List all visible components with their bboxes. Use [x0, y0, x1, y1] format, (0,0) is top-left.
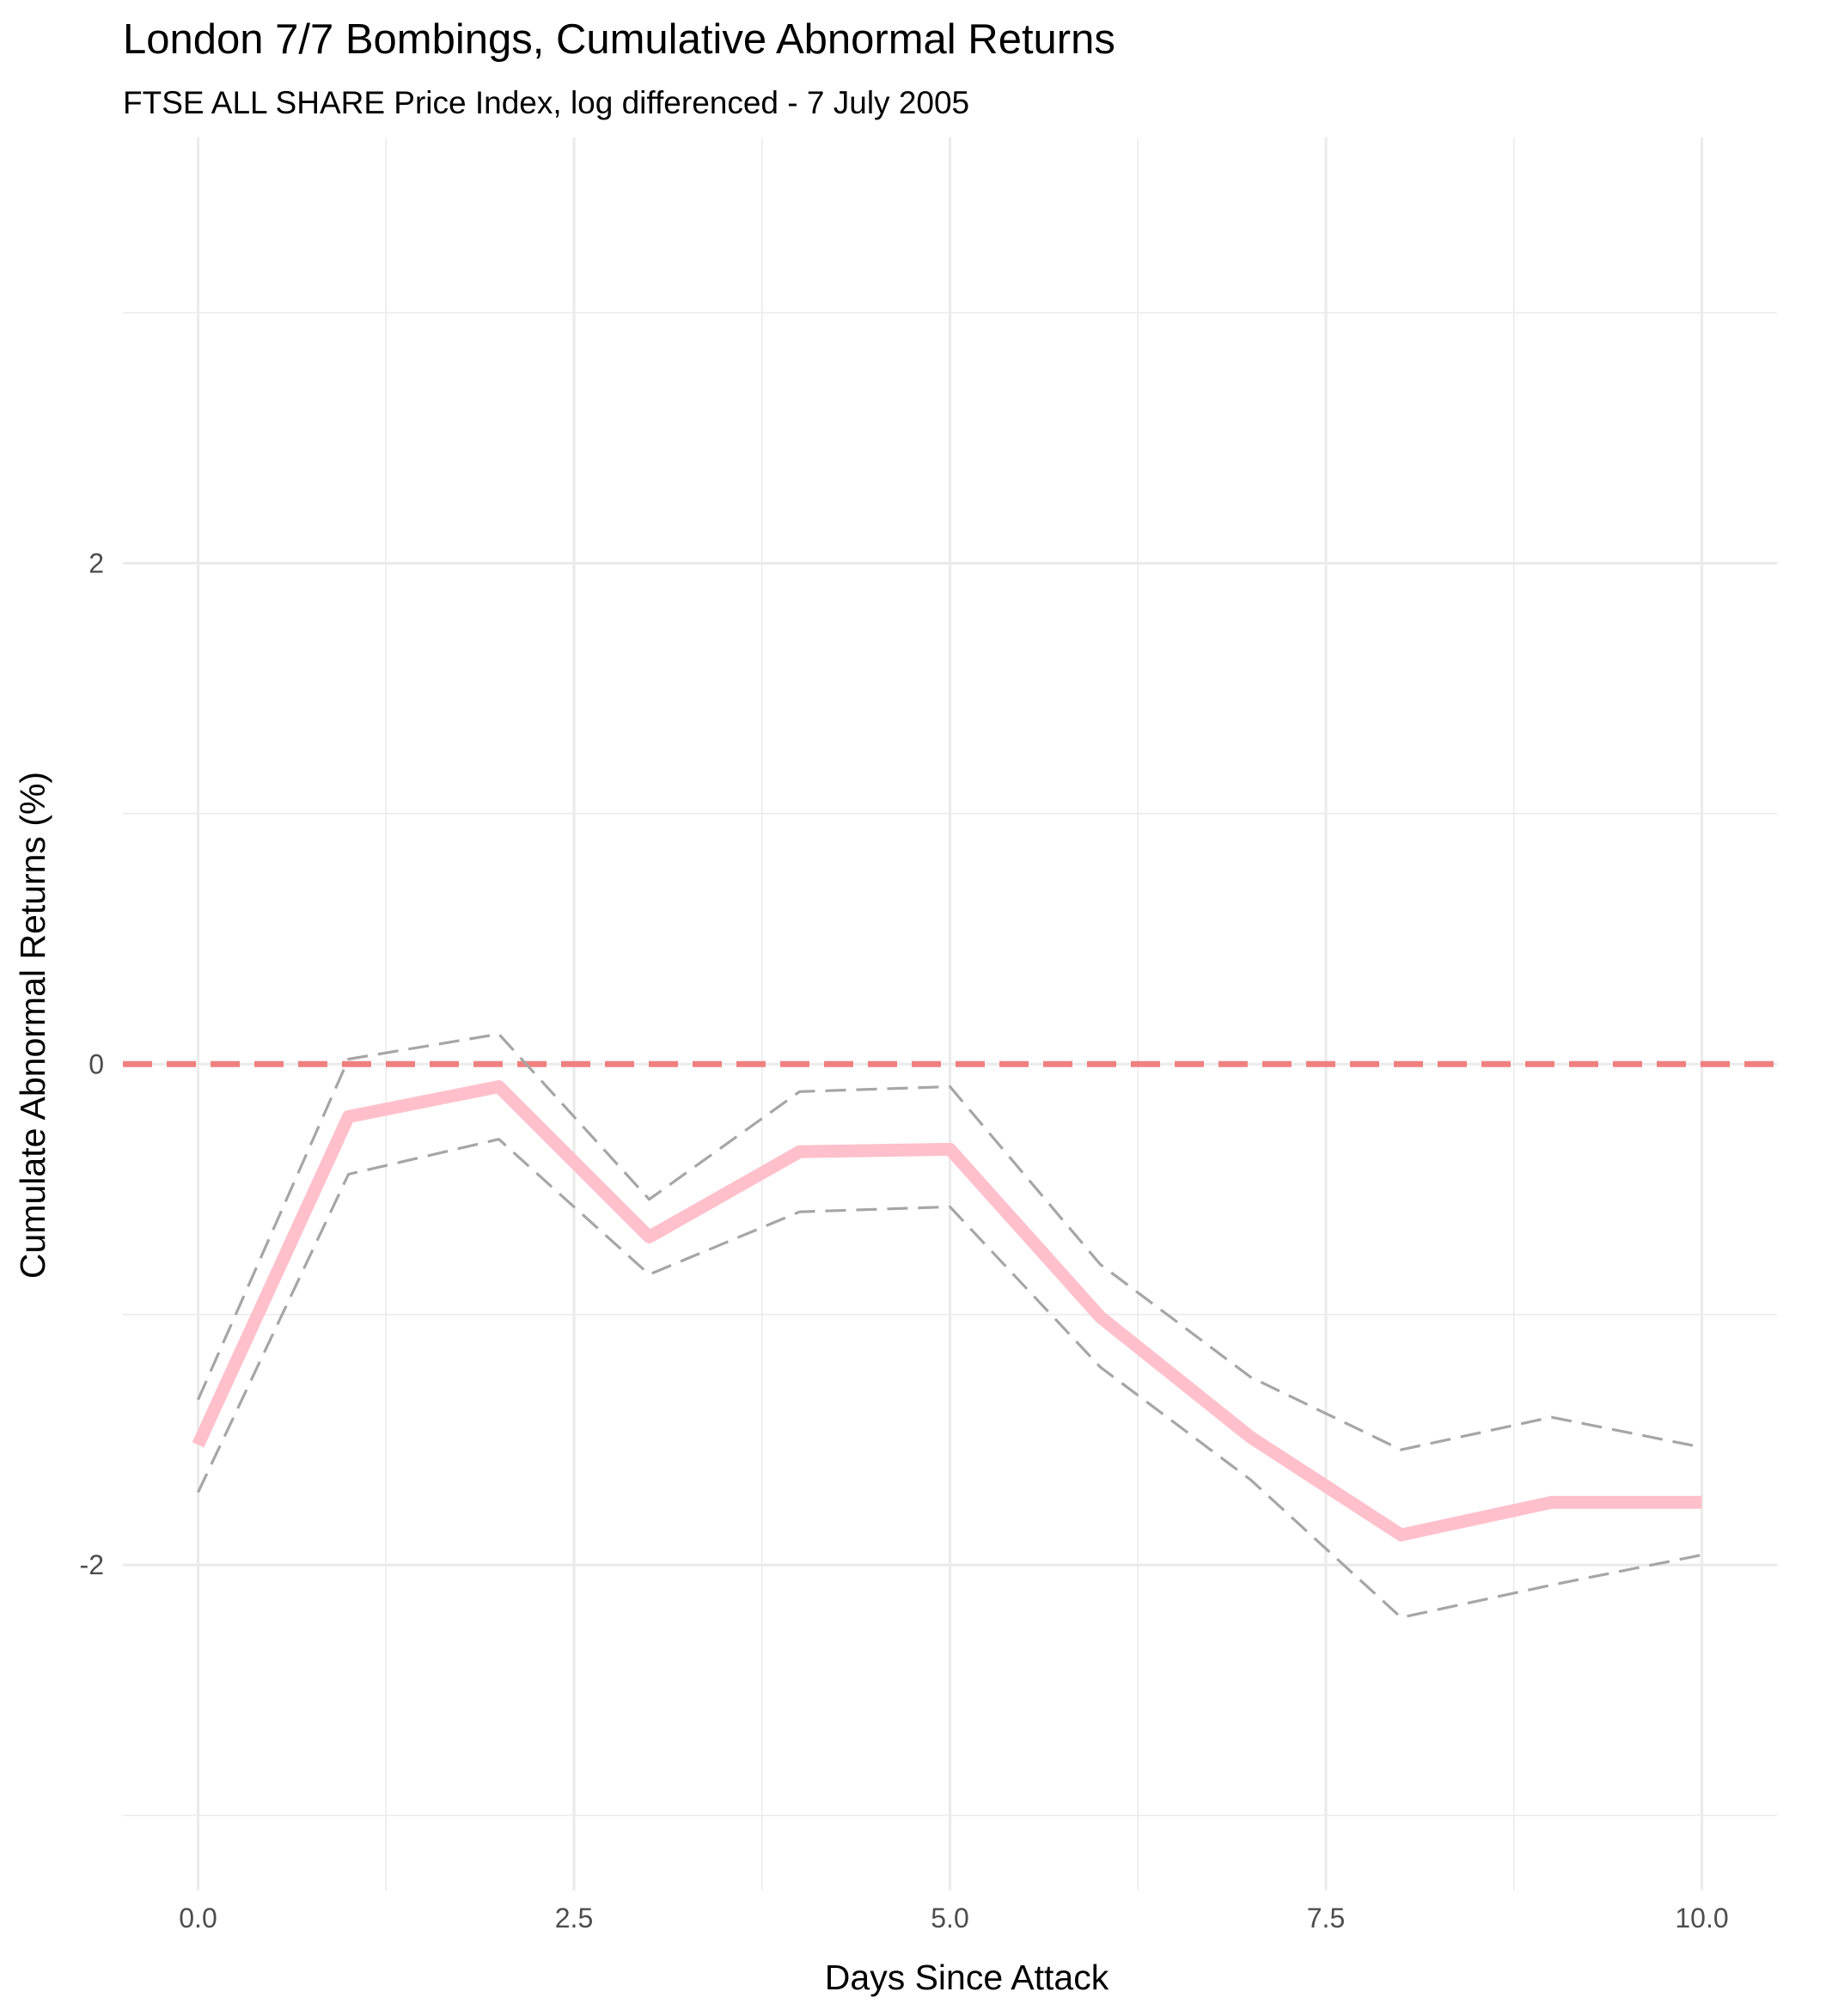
x-axis-title: Days Since Attack: [825, 1958, 1109, 1997]
x-tick-label-0: 0.0: [179, 1903, 217, 1934]
upper-bound-line: [197, 1032, 1702, 1451]
grid-layer: [123, 137, 1777, 1891]
tick-label-layer: 0.0 2.5 5.0 7.5 10.0 -2 0 2: [80, 547, 1729, 1934]
x-tick-label-1: 2.5: [555, 1903, 593, 1934]
chart-subtitle: FTSE ALL SHARE Price Index, log differen…: [123, 85, 969, 120]
series-layer: [192, 1032, 1702, 1619]
x-tick-label-2: 5.0: [931, 1903, 968, 1934]
y-axis-title: Cumulate Abnormal Returns (%): [13, 772, 52, 1279]
lower-bound-line: [197, 1138, 1702, 1619]
y-tick-label-1: 0: [89, 1048, 104, 1079]
chart-title: London 7/7 Bombings, Cumulative Abnormal…: [123, 16, 1115, 63]
y-tick-label-0: -2: [80, 1549, 104, 1580]
x-tick-label-3: 7.5: [1307, 1903, 1345, 1934]
y-tick-label-2: 2: [89, 547, 104, 578]
cumulative-abnormal-return-line: [192, 1080, 1702, 1542]
x-tick-label-4: 10.0: [1675, 1903, 1728, 1934]
